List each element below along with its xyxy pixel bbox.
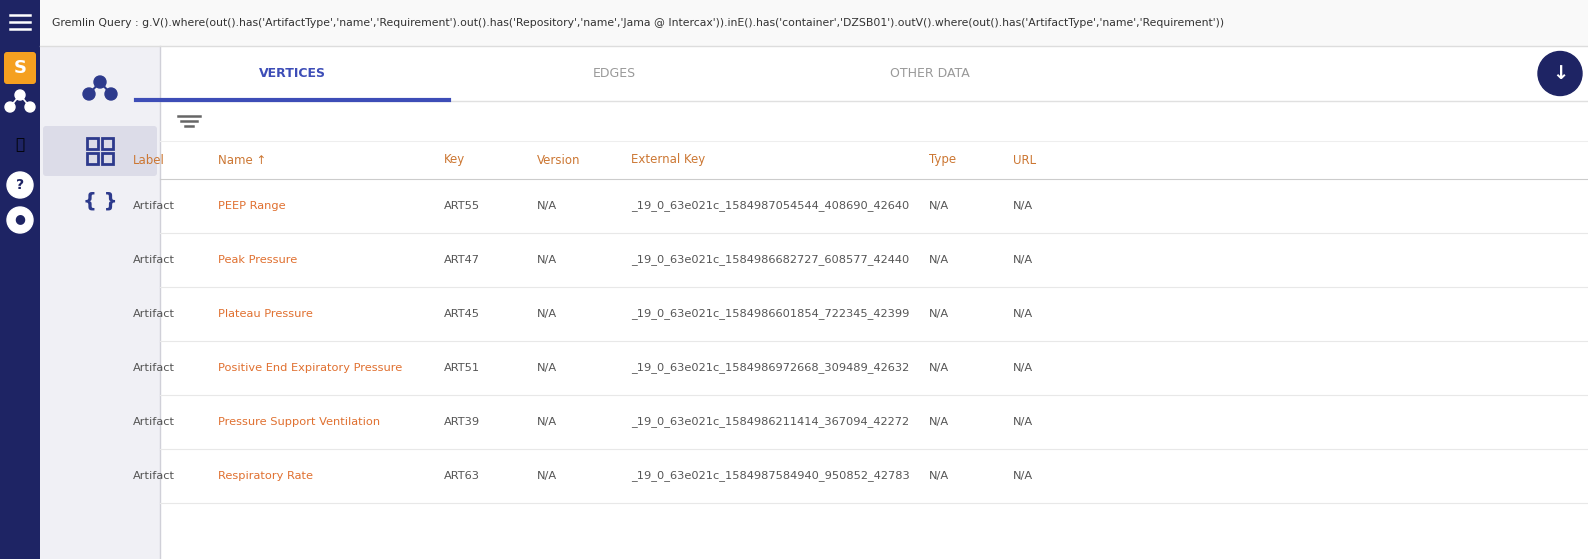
Text: VERTICES: VERTICES <box>259 67 326 80</box>
Text: N/A: N/A <box>1013 417 1034 427</box>
FancyBboxPatch shape <box>160 101 1588 141</box>
Text: Respiratory Rate: Respiratory Rate <box>218 471 313 481</box>
Text: Artifact: Artifact <box>133 363 175 373</box>
Text: S: S <box>14 59 27 77</box>
Text: Pressure Support Ventilation: Pressure Support Ventilation <box>218 417 380 427</box>
FancyBboxPatch shape <box>160 341 1588 395</box>
Text: { }: { } <box>83 192 118 211</box>
Text: Artifact: Artifact <box>133 471 175 481</box>
FancyBboxPatch shape <box>160 179 1588 233</box>
Text: N/A: N/A <box>537 255 557 265</box>
Circle shape <box>6 207 33 233</box>
Text: N/A: N/A <box>1013 201 1034 211</box>
FancyBboxPatch shape <box>43 126 157 176</box>
Text: N/A: N/A <box>1013 309 1034 319</box>
Text: ?: ? <box>16 178 24 192</box>
Text: _19_0_63e021c_1584987584940_950852_42783: _19_0_63e021c_1584987584940_950852_42783 <box>630 471 910 481</box>
FancyBboxPatch shape <box>160 141 1588 179</box>
FancyBboxPatch shape <box>160 449 1588 503</box>
Text: ART51: ART51 <box>445 363 480 373</box>
Text: Version: Version <box>537 154 581 167</box>
Text: N/A: N/A <box>537 417 557 427</box>
Text: N/A: N/A <box>537 309 557 319</box>
Text: _19_0_63e021c_1584987054544_408690_42640: _19_0_63e021c_1584987054544_408690_42640 <box>630 201 910 211</box>
Circle shape <box>25 102 35 112</box>
FancyBboxPatch shape <box>160 46 1588 559</box>
Text: ART39: ART39 <box>445 417 480 427</box>
Text: Type: Type <box>929 154 956 167</box>
Text: ●: ● <box>14 212 25 225</box>
Text: Label: Label <box>133 154 165 167</box>
Text: Name ↑: Name ↑ <box>218 154 267 167</box>
Text: EDGES: EDGES <box>592 67 635 80</box>
Text: Artifact: Artifact <box>133 309 175 319</box>
Text: Peak Pressure: Peak Pressure <box>218 255 297 265</box>
Text: External Key: External Key <box>630 154 705 167</box>
Text: N/A: N/A <box>1013 255 1034 265</box>
Text: _19_0_63e021c_1584986211414_367094_42272: _19_0_63e021c_1584986211414_367094_42272 <box>630 416 908 428</box>
FancyBboxPatch shape <box>160 46 1588 101</box>
Text: ↓: ↓ <box>1551 64 1569 83</box>
Text: OTHER DATA: OTHER DATA <box>891 67 970 80</box>
Text: URL: URL <box>1013 154 1035 167</box>
Text: N/A: N/A <box>929 363 950 373</box>
Text: _19_0_63e021c_1584986682727_608577_42440: _19_0_63e021c_1584986682727_608577_42440 <box>630 254 910 266</box>
Text: N/A: N/A <box>929 309 950 319</box>
Text: ART63: ART63 <box>445 471 480 481</box>
Text: N/A: N/A <box>537 363 557 373</box>
Circle shape <box>5 102 14 112</box>
FancyBboxPatch shape <box>160 395 1588 449</box>
Circle shape <box>105 88 118 100</box>
Text: 👥: 👥 <box>16 138 24 153</box>
Circle shape <box>14 90 25 100</box>
Text: _19_0_63e021c_1584986972668_309489_42632: _19_0_63e021c_1584986972668_309489_42632 <box>630 363 910 373</box>
FancyBboxPatch shape <box>0 0 40 559</box>
Circle shape <box>83 88 95 100</box>
Text: N/A: N/A <box>929 417 950 427</box>
Circle shape <box>6 172 33 198</box>
Text: N/A: N/A <box>929 255 950 265</box>
FancyBboxPatch shape <box>5 52 37 84</box>
Text: Gremlin Query : g.V().where(out().has('ArtifactType','name','Requirement').out(): Gremlin Query : g.V().where(out().has('A… <box>52 18 1224 28</box>
Text: N/A: N/A <box>1013 471 1034 481</box>
Text: N/A: N/A <box>1013 363 1034 373</box>
Text: N/A: N/A <box>537 471 557 481</box>
Text: Plateau Pressure: Plateau Pressure <box>218 309 313 319</box>
Text: PEEP Range: PEEP Range <box>218 201 286 211</box>
Text: ART55: ART55 <box>445 201 480 211</box>
Text: Key: Key <box>445 154 465 167</box>
FancyBboxPatch shape <box>40 46 160 559</box>
FancyBboxPatch shape <box>160 287 1588 341</box>
Text: Artifact: Artifact <box>133 417 175 427</box>
FancyBboxPatch shape <box>160 233 1588 287</box>
Text: N/A: N/A <box>537 201 557 211</box>
Text: Positive End Expiratory Pressure: Positive End Expiratory Pressure <box>218 363 402 373</box>
Text: ART47: ART47 <box>445 255 480 265</box>
Text: ART45: ART45 <box>445 309 480 319</box>
Text: N/A: N/A <box>929 201 950 211</box>
Text: Artifact: Artifact <box>133 201 175 211</box>
Text: N/A: N/A <box>929 471 950 481</box>
FancyBboxPatch shape <box>40 0 1588 46</box>
Circle shape <box>1539 51 1582 96</box>
Text: _19_0_63e021c_1584986601854_722345_42399: _19_0_63e021c_1584986601854_722345_42399 <box>630 309 910 319</box>
Circle shape <box>94 76 106 88</box>
Text: Artifact: Artifact <box>133 255 175 265</box>
